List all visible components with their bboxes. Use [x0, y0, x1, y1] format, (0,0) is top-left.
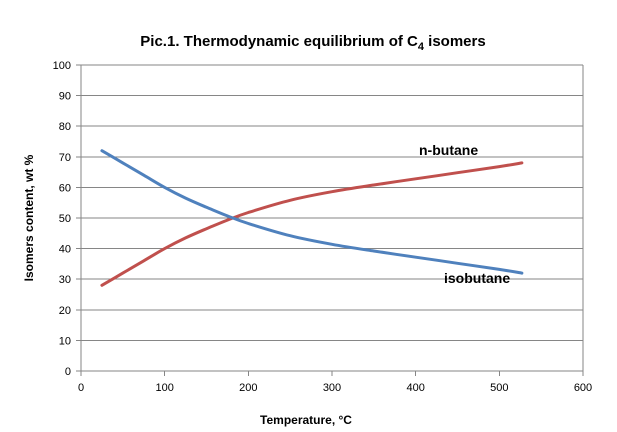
series-lines	[100, 149, 524, 287]
chart-title-tail: isomers	[424, 33, 486, 50]
series-line-n-butane	[100, 161, 524, 287]
series-line-isobutane	[100, 149, 524, 275]
y-tick-label: 80	[59, 121, 71, 133]
y-tick-label: 30	[59, 274, 71, 286]
y-tick-label: 0	[65, 366, 71, 378]
x-axis-label: Temperature, °C	[260, 413, 352, 427]
series-label-isobutane: isobutane	[444, 270, 510, 286]
y-tick-label: 60	[59, 182, 71, 194]
x-tick-label: 300	[323, 382, 341, 394]
y-tick-label: 50	[59, 213, 71, 225]
x-tick-label: 100	[155, 382, 173, 394]
chart-title-main: Pic.1. Thermodynamic equilibrium of C	[140, 33, 418, 50]
y-tick-label: 70	[59, 152, 71, 164]
y-tick-label: 20	[59, 305, 71, 317]
gridlines	[81, 64, 583, 341]
chart-title: Pic.1. Thermodynamic equilibrium of C4 i…	[140, 33, 485, 53]
x-tick-label: 200	[239, 382, 257, 394]
y-tick-label: 40	[59, 244, 71, 256]
series-labels: n-butane isobutane	[419, 142, 510, 286]
series-label-n-butane: n-butane	[419, 142, 478, 158]
y-axis-label: Isomers content, wt %	[22, 154, 36, 281]
chart-title-subscript: 4	[418, 41, 425, 53]
y-tick-label: 10	[59, 335, 71, 347]
tick-labels: 0 10 20 30 40 50 60 70 80 90 100 0 100 200 300 400 500 60…	[53, 60, 593, 394]
x-tick-label: 0	[78, 382, 84, 394]
x-tick-label: 600	[574, 382, 592, 394]
axes	[76, 64, 584, 376]
x-tick-label: 400	[406, 382, 424, 394]
y-tick-label: 90	[59, 91, 71, 103]
x-tick-label: 500	[490, 382, 508, 394]
y-tick-label: 100	[53, 60, 71, 72]
